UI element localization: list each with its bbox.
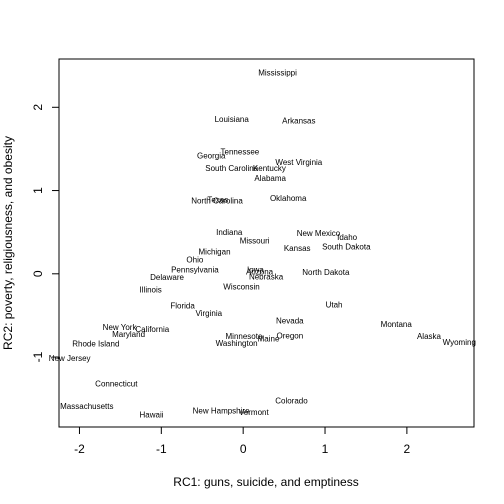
state-point-label: Kentucky bbox=[253, 164, 286, 173]
state-point-label: Washington bbox=[216, 339, 258, 348]
state-point-label: Hawaii bbox=[139, 411, 163, 420]
x-tick-label: -2 bbox=[74, 442, 85, 456]
state-point-label: Nebraska bbox=[249, 272, 284, 281]
state-point-label: Michigan bbox=[199, 247, 231, 256]
y-tick-label: 2 bbox=[31, 104, 45, 111]
state-point-label: Texas bbox=[207, 196, 228, 205]
state-point-label: Montana bbox=[381, 320, 413, 329]
state-point-label: Rhode Island bbox=[72, 340, 119, 349]
y-axis: -1 0 1 2 bbox=[31, 104, 59, 362]
y-tick-label: 1 bbox=[31, 187, 45, 194]
state-point-label: New York bbox=[103, 323, 138, 332]
state-point-label: Alaska bbox=[417, 332, 442, 341]
state-point-label: Alabama bbox=[254, 174, 286, 183]
state-point-label: Louisiana bbox=[215, 115, 250, 124]
x-tick-label: 1 bbox=[322, 442, 329, 456]
state-point-label: Oregon bbox=[276, 331, 303, 340]
state-point-label: Illinois bbox=[140, 286, 162, 295]
state-point-label: North Dakota bbox=[302, 268, 350, 277]
state-point-label: Minnesota bbox=[226, 332, 263, 341]
state-point-label: Ohio bbox=[186, 256, 203, 265]
state-point-label: Oklahoma bbox=[270, 194, 307, 203]
state-point-label: South Dakota bbox=[322, 242, 371, 251]
state-point-label: California bbox=[135, 325, 169, 334]
x-tick-label: -1 bbox=[156, 442, 167, 456]
state-point-label: Georgia bbox=[197, 152, 226, 161]
state-point-label: Pennsylvania bbox=[171, 266, 219, 275]
state-point-label: Virginia bbox=[196, 309, 223, 318]
state-point-label: Kansas bbox=[284, 244, 311, 253]
state-point-label: Iowa bbox=[247, 266, 264, 275]
state-point-label: Colorado bbox=[275, 396, 308, 405]
state-point-label: Maryland bbox=[112, 330, 145, 339]
y-tick-label: 0 bbox=[31, 270, 45, 277]
x-tick-label: 0 bbox=[240, 442, 247, 456]
state-point-label: Maine bbox=[258, 335, 280, 344]
state-point-label: Massachusetts bbox=[60, 402, 113, 411]
state-point-label: Missouri bbox=[240, 237, 270, 246]
x-axis: -2 -1 0 1 2 bbox=[74, 427, 411, 456]
y-axis-title: RC2: poverty, religiousness, and obesity bbox=[1, 136, 15, 350]
x-tick-label: 2 bbox=[404, 442, 411, 456]
state-point-label: Wyoming bbox=[443, 338, 476, 347]
state-point-label: Nevada bbox=[276, 316, 304, 325]
state-point-label: Tennessee bbox=[221, 147, 260, 156]
state-point-label: Vermont bbox=[239, 408, 270, 417]
state-point-label: Wisconsin bbox=[223, 282, 259, 291]
state-point-label: Utah bbox=[326, 301, 343, 310]
state-point-label: New Jersey bbox=[49, 354, 91, 363]
state-point-label: New Mexico bbox=[297, 229, 341, 238]
state-point-label: North Carolina bbox=[191, 197, 243, 206]
state-point-label: Arizona bbox=[246, 267, 274, 276]
y-tick-label: -1 bbox=[31, 351, 45, 362]
point-labels: Mississippi Louisiana Arkansas TennesseeGeo… bbox=[49, 68, 476, 419]
plot-frame bbox=[58, 58, 475, 428]
state-point-label: Connecticut bbox=[95, 380, 138, 389]
state-point-label: New Hampshire bbox=[193, 406, 250, 415]
state-point-label: South Carolina bbox=[205, 164, 258, 173]
x-axis-title: RC1: guns, suicide, and emptiness bbox=[173, 475, 358, 489]
state-point-label: Mississippi bbox=[258, 68, 297, 77]
state-point-label: Delaware bbox=[150, 273, 184, 282]
state-point-label: Indiana bbox=[216, 228, 243, 237]
state-point-label: Arkansas bbox=[282, 117, 315, 126]
state-point-label: West Virginia bbox=[275, 158, 322, 167]
state-point-label: Idaho bbox=[337, 233, 358, 242]
state-point-label: Florida bbox=[170, 301, 195, 310]
